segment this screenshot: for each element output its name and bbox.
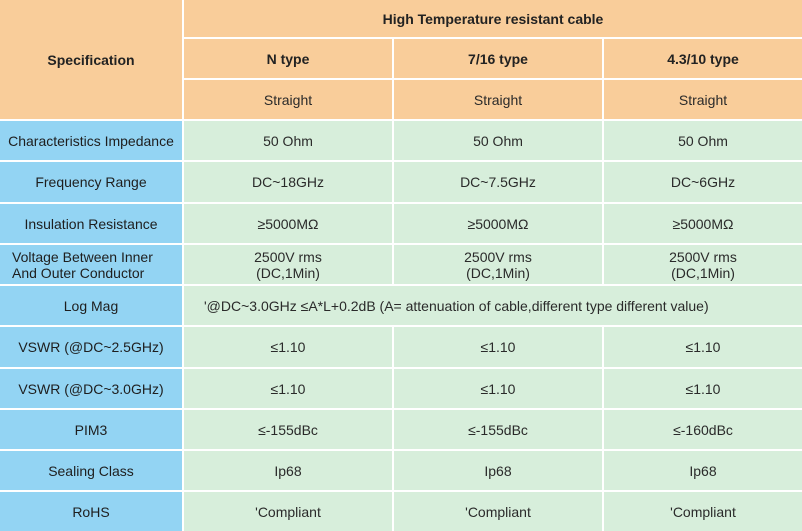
row-label-log-mag: Log Mag <box>0 286 182 325</box>
cell-value: DC~18GHz <box>252 174 324 190</box>
row-label: VSWR (@DC~2.5GHz) <box>18 339 164 355</box>
table-cell: ≤-160dBc <box>604 410 802 449</box>
table-cell: 50 Ohm <box>604 121 802 160</box>
cell-value: ≤1.10 <box>270 380 306 397</box>
row-label-line: Voltage Between Inner <box>12 248 153 265</box>
cell-value: ≤1.10 <box>270 339 306 355</box>
row-label-voltage: Voltage Between Inner And Outer Conducto… <box>0 245 182 284</box>
connector-7-16: Straight <box>394 80 602 119</box>
table-cell: ≤-155dBc <box>394 410 602 449</box>
row-label: VSWR (@DC~3.0GHz) <box>18 380 164 397</box>
cell-value: ≤1.10 <box>480 380 516 397</box>
table-cell-span: '@DC~3.0GHz ≤A*L+0.2dB (A= attenuation o… <box>184 286 802 325</box>
table-cell: ≤1.10 <box>394 327 602 367</box>
cell-value: Ip68 <box>689 462 717 479</box>
type-header-n: N type <box>184 39 392 78</box>
connector-label: Straight <box>678 91 728 108</box>
type-header-label: N type <box>266 50 310 67</box>
row-label-frequency: Frequency Range <box>0 162 182 202</box>
table-cell: DC~6GHz <box>604 162 802 202</box>
cell-value: ≥5000MΩ <box>257 215 319 232</box>
row-label: RoHS <box>72 503 110 520</box>
row-label-line: And Outer Conductor <box>12 264 145 281</box>
table-cell: ≥5000MΩ <box>394 204 602 243</box>
row-label-vswr-2-5: VSWR (@DC~2.5GHz) <box>0 327 182 367</box>
table-cell: ≤1.10 <box>604 369 802 408</box>
table-cell: ≥5000MΩ <box>184 204 392 243</box>
type-header-7-16: 7/16 type <box>394 39 602 78</box>
table-cell: 'Compliant <box>604 492 802 531</box>
row-label-rohs: RoHS <box>0 492 182 531</box>
cell-value: ≤-160dBc <box>673 421 733 438</box>
table-cell: ≤1.10 <box>604 327 802 367</box>
table-cell: Ip68 <box>394 451 602 490</box>
cell-value: 'Compliant <box>255 503 321 520</box>
row-label: Sealing Class <box>48 462 134 479</box>
cell-value: 'Compliant <box>670 503 736 520</box>
cell-value: Ip68 <box>484 462 512 479</box>
table-cell: 2500V rms (DC,1Min) <box>394 245 602 284</box>
cell-value: 'Compliant <box>465 503 531 520</box>
cell-value: 50 Ohm <box>678 132 728 149</box>
table-cell: ≤1.10 <box>394 369 602 408</box>
cell-value-line: 2500V rms <box>464 248 532 265</box>
type-header-4-3-10: 4.3/10 type <box>604 39 802 78</box>
table-cell: ≤1.10 <box>184 369 392 408</box>
row-label-insulation: Insulation Resistance <box>0 204 182 243</box>
spec-header-label: Specification <box>47 51 135 68</box>
table-cell: 50 Ohm <box>394 121 602 160</box>
table-cell: Ip68 <box>184 451 392 490</box>
cell-value: DC~7.5GHz <box>460 174 536 190</box>
table-cell: ≤1.10 <box>184 327 392 367</box>
cell-value: ≤1.10 <box>685 339 721 355</box>
cell-value: ≥5000MΩ <box>467 215 529 232</box>
row-label: Insulation Resistance <box>24 215 158 232</box>
table-cell: Ip68 <box>604 451 802 490</box>
cell-value: 50 Ohm <box>263 132 313 149</box>
row-label: Frequency Range <box>35 174 147 190</box>
row-label: Log Mag <box>63 297 119 314</box>
group-title: High Temperature resistant cable <box>184 0 802 37</box>
cell-value: '@DC~3.0GHz ≤A*L+0.2dB (A= attenuation o… <box>204 297 709 314</box>
type-header-label: 4.3/10 type <box>667 50 739 67</box>
cell-value: 50 Ohm <box>473 132 523 149</box>
table-cell: DC~18GHz <box>184 162 392 202</box>
type-header-label: 7/16 type <box>468 50 528 67</box>
cell-value-line: 2500V rms <box>669 248 737 265</box>
table-cell: 2500V rms (DC,1Min) <box>604 245 802 284</box>
cell-value-line: (DC,1Min) <box>256 264 320 281</box>
cell-value-line: (DC,1Min) <box>671 264 735 281</box>
row-label: Characteristics Impedance <box>8 132 174 149</box>
connector-label: Straight <box>473 91 523 108</box>
group-title-text: High Temperature resistant cable <box>382 10 604 27</box>
cell-value: ≥5000MΩ <box>672 215 734 232</box>
table-cell: 2500V rms (DC,1Min) <box>184 245 392 284</box>
row-label-impedance: Characteristics Impedance <box>0 121 182 160</box>
connector-n: Straight <box>184 80 392 119</box>
cell-value-line: (DC,1Min) <box>466 264 530 281</box>
row-label-vswr-3-0: VSWR (@DC~3.0GHz) <box>0 369 182 408</box>
row-label-sealing: Sealing Class <box>0 451 182 490</box>
spec-header: Specification <box>0 0 182 119</box>
row-label-pim3: PIM3 <box>0 410 182 449</box>
table-cell: ≥5000MΩ <box>604 204 802 243</box>
table-cell: 'Compliant <box>184 492 392 531</box>
cell-value: ≤-155dBc <box>258 421 318 438</box>
table-cell: 50 Ohm <box>184 121 392 160</box>
cell-value: ≤-155dBc <box>468 421 528 438</box>
cell-value-line: 2500V rms <box>254 248 322 265</box>
cell-value: ≤1.10 <box>480 339 516 355</box>
cell-value: Ip68 <box>274 462 302 479</box>
table-cell: ≤-155dBc <box>184 410 392 449</box>
table-cell: DC~7.5GHz <box>394 162 602 202</box>
row-label: PIM3 <box>74 421 108 438</box>
cell-value: ≤1.10 <box>685 380 721 397</box>
table-cell: 'Compliant <box>394 492 602 531</box>
connector-label: Straight <box>263 91 313 108</box>
connector-4-3-10: Straight <box>604 80 802 119</box>
cell-value: DC~6GHz <box>670 174 736 190</box>
